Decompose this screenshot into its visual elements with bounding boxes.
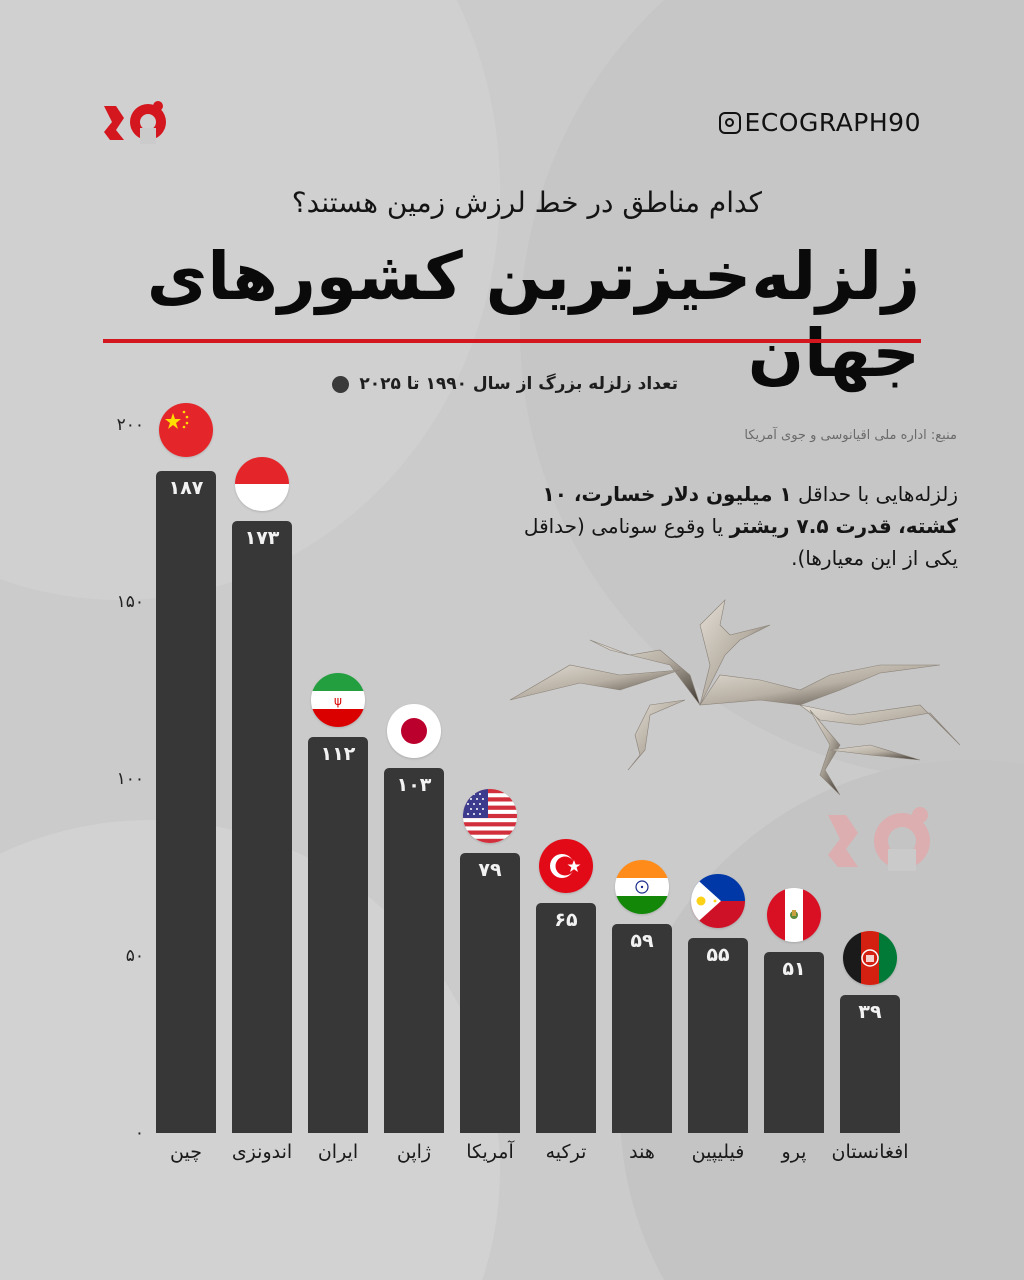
x-label-indonesia: اندونزی	[231, 1141, 293, 1163]
bar-value: ۳۹	[858, 1001, 882, 1023]
bar-value: ۵۹	[630, 930, 654, 952]
note-bold: قدرت ۷.۵ ریشتر	[729, 514, 892, 538]
x-label-turkey: ترکیه	[545, 1141, 587, 1163]
ground-crack-icon	[509, 599, 960, 795]
bar-value: ۶۵	[554, 909, 578, 931]
y-tick: ۵۰	[125, 946, 144, 966]
x-label-afghanistan: افغانستان	[831, 1141, 909, 1163]
y-tick: ۲۰۰	[116, 415, 144, 435]
bar-value: ۵۵	[706, 944, 730, 966]
brand-logo-icon	[104, 101, 166, 144]
legend-swatch	[332, 375, 350, 393]
japan-flag-icon	[387, 704, 441, 758]
x-label-iran: ایران	[317, 1141, 359, 1163]
bar-japan: ۱۰۳	[384, 768, 444, 1133]
x-label-japan: ژاپن	[396, 1141, 432, 1163]
indonesia-flag-icon	[235, 457, 289, 511]
afghanistan-flag-icon	[843, 931, 897, 985]
peru-flag-icon	[767, 888, 821, 942]
page-title: زلزله‌خیزترین کشورهای جهان	[146, 238, 921, 392]
y-tick: ۰	[134, 1123, 144, 1143]
subtitle: کدام مناطق در خط لرزش زمین هستند؟	[291, 186, 762, 219]
bar-indonesia: ۱۷۳	[232, 521, 292, 1133]
bar-china: ۱۸۷	[156, 471, 216, 1133]
handle-text: ECOGRAPH90	[744, 108, 921, 137]
bar-afghanistan: ۳۹	[840, 995, 900, 1133]
bar-turkey: ۶۵	[536, 903, 596, 1133]
philippines-flag-icon	[691, 874, 745, 928]
usa-flag-icon	[463, 789, 517, 843]
bar-india: ۵۹	[612, 924, 672, 1133]
y-tick: ۱۵۰	[116, 592, 144, 612]
bar-iran: ۱۱۲	[308, 737, 368, 1133]
source-text: منبع: اداره ملی اقیانوسی و جوی آمریکا	[744, 428, 957, 443]
note-text: یا وقوع سونامی (حداقل یکی از این معیارها…	[523, 514, 958, 570]
criteria-note: زلزله‌هایی با حداقل ۱ میلیون دلار خسارت،…	[488, 478, 958, 574]
instagram-handle: ECOGRAPH90	[718, 108, 921, 137]
x-label-philippines: فیلیپین	[691, 1141, 745, 1163]
watermark-logo-icon	[828, 807, 930, 871]
note-bold: ۱ میلیون دلار خسارت، ۱۰ کشته،	[542, 482, 958, 538]
china-flag-icon	[159, 403, 213, 457]
bar-value: ۱۰۳	[396, 774, 432, 796]
bar-value: ۱۷۳	[244, 527, 280, 549]
bar-peru: ۵۱	[764, 952, 824, 1133]
x-label-china: چین	[170, 1141, 202, 1163]
x-label-peru: پرو	[781, 1141, 807, 1163]
bar-value: ۷۹	[478, 859, 502, 881]
note-text: زلزله‌هایی با حداقل	[791, 482, 958, 506]
turkey-flag-icon	[539, 839, 593, 893]
legend: تعداد زلزله بزرگ از سال ۱۹۹۰ تا ۲۰۲۵	[332, 374, 678, 394]
bar-philippines: ۵۵	[688, 938, 748, 1133]
iran-flag-icon: ψ	[311, 673, 365, 727]
bar-value: ۱۱۲	[320, 743, 356, 765]
instagram-icon	[718, 111, 741, 134]
bar-value: ۱۸۷	[168, 477, 204, 499]
x-label-india: هند	[629, 1141, 655, 1163]
bar-usa: ۷۹	[460, 853, 520, 1133]
india-flag-icon	[615, 860, 669, 914]
legend-label: تعداد زلزله بزرگ از سال ۱۹۹۰ تا ۲۰۲۵	[359, 374, 678, 394]
y-tick: ۱۰۰	[116, 769, 144, 789]
x-label-usa: آمریکا	[466, 1141, 514, 1163]
svg-text:ψ: ψ	[334, 694, 342, 708]
title-divider	[103, 339, 921, 343]
bar-value: ۵۱	[782, 958, 806, 980]
